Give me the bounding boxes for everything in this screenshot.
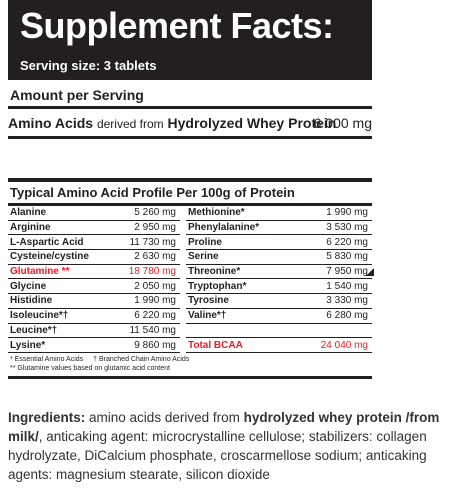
amino-value: 24 040 mg	[300, 337, 372, 353]
page-title: Supplement Facts:	[20, 5, 334, 46]
amino-value: 7 950 mg	[300, 264, 372, 280]
amino-name: Methionine*	[186, 206, 300, 221]
amino-value: 6 280 mg	[300, 308, 372, 324]
amino-value: 1 540 mg	[300, 278, 372, 295]
amino-acids-label: Amino Acids	[8, 115, 94, 131]
table-row: Isoleucine*† 6 220 mg Valine*† 6 280 mg	[8, 308, 372, 324]
table-row: Glycine 2 050 mg Tryptophan* 1 540 mg	[8, 278, 372, 295]
amino-name: Histidine	[8, 293, 108, 309]
footnote-bcaa: † Branched Chain Amino Acids	[93, 355, 190, 363]
amino-value: 3 330 mg	[300, 293, 372, 309]
amino-name: Total BCAA	[186, 337, 300, 353]
amount-per-serving-row: Amount per Serving	[8, 84, 372, 109]
amino-name: Leucine*†	[8, 323, 108, 339]
ingredients-part3: , anticaking agent: microcrystalline cel…	[8, 429, 427, 482]
amino-value: 2 050 mg	[108, 278, 180, 295]
amino-name: L-Aspartic Acid	[8, 234, 108, 251]
amino-value: 9 860 mg	[108, 337, 180, 353]
amount-per-serving-label: Amount per Serving	[10, 87, 144, 103]
amino-value: 11 730 mg	[108, 234, 180, 251]
amino-name: Proline	[186, 234, 300, 251]
amino-name: Glycine	[8, 278, 108, 295]
amino-value: 11 540 mg	[108, 323, 180, 339]
amino-value: 1 990 mg	[108, 293, 180, 309]
amino-value: 5 260 mg	[108, 206, 180, 221]
amino-name: Serine	[186, 249, 300, 265]
table-row: Leucine*† 11 540 mg	[8, 323, 372, 339]
amino-name: Tryptophan*	[186, 278, 300, 295]
amino-name: Cysteine/cystine	[8, 249, 108, 265]
amino-acids-row: Amino Acids derived from Hydrolyzed Whey…	[8, 110, 372, 139]
amino-name: Arginine	[8, 220, 108, 236]
amino-value: 6 220 mg	[108, 308, 180, 324]
amino-name: Glutamine **	[8, 264, 108, 280]
corner-triangle	[366, 268, 374, 276]
amino-name: Valine*†	[186, 308, 300, 324]
ingredients-part1: amino acids derived from	[89, 410, 240, 425]
table-row: Glutamine ** 18 780 mg Threonine* 7 950 mg	[8, 264, 372, 280]
amino-name: Threonine*	[186, 264, 300, 280]
amino-value: 2 950 mg	[108, 220, 180, 236]
table-row: Arginine 2 950 mg Phenylalanine* 3 530 mg	[8, 220, 372, 236]
profile-grid: Alanine 5 260 mg Methionine* 1 990 mg Argini…	[8, 206, 372, 353]
serving-size: Serving size: 3 tablets	[20, 58, 157, 73]
amino-value: 1 990 mg	[300, 206, 372, 221]
amino-name: Lysine*	[8, 337, 108, 353]
footnote-glutamine: ** Glutamine values based on glutamic ac…	[10, 364, 170, 372]
table-row: Alanine 5 260 mg Methionine* 1 990 mg	[8, 206, 372, 221]
ingredients-text: Ingredients: amino acids derived from hy…	[8, 408, 460, 484]
amino-acids-value: 6 000 mg	[313, 115, 372, 131]
ingredients-part2: hydrolyzed whey protein /from milk/	[8, 410, 440, 444]
amino-name: Phenylalanine*	[186, 220, 300, 236]
table-row: Histidine 1 990 mg Tyrosine 3 330 mg	[8, 293, 372, 309]
supplement-facts-header: Supplement Facts: Serving size: 3 tablet…	[8, 0, 372, 80]
amino-value	[300, 323, 372, 339]
amino-name: Tyrosine	[186, 293, 300, 309]
amino-value: 3 530 mg	[300, 220, 372, 236]
profile-title: Typical Amino Acid Profile Per 100g of P…	[8, 178, 372, 206]
table-row: L-Aspartic Acid 11 730 mg Proline 6 220 mg	[8, 234, 372, 251]
amino-value: 2 630 mg	[108, 249, 180, 265]
footnote-essential: * Essential Amino Acids	[10, 355, 84, 363]
amino-profile-table: Typical Amino Acid Profile Per 100g of P…	[8, 178, 372, 379]
ingredients-label: Ingredients:	[8, 410, 86, 425]
table-row: Cysteine/cystine 2 630 mg Serine 5 830 mg	[8, 249, 372, 265]
amino-value: 5 830 mg	[300, 249, 372, 265]
profile-footnotes: * Essential Amino Acids † Branched Chain …	[8, 353, 372, 379]
amino-value: 18 780 mg	[108, 264, 180, 280]
amino-name	[186, 323, 300, 339]
amino-value: 6 220 mg	[300, 234, 372, 251]
derived-from-text: derived from	[96, 117, 164, 131]
amino-name: Alanine	[8, 206, 108, 221]
table-row: Lysine* 9 860 mg Total BCAA 24 040 mg	[8, 337, 372, 353]
amino-name: Isoleucine*†	[8, 308, 108, 324]
amino-source-label: Hydrolyzed Whey Protein	[167, 115, 337, 131]
